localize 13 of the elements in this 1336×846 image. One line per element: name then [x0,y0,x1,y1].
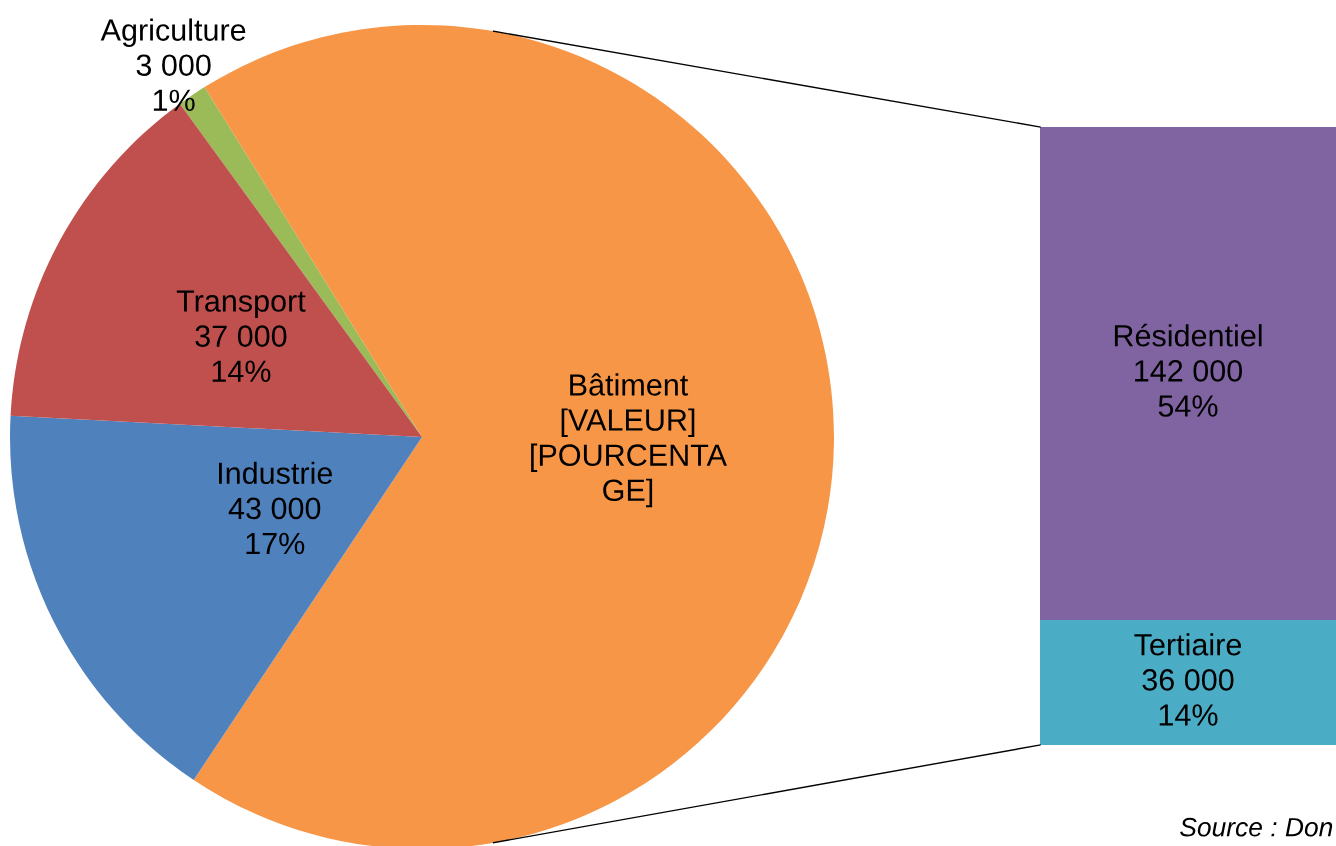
data-label: 37 000 14% [195,325,287,382]
source-note: Source : Don [1180,817,1333,837]
series-label: Tertiaire [1134,633,1241,656]
slice-label: Bâtiment [570,373,689,396]
data-label: [VALEUR] [POURCENTA GE] [531,408,727,508]
pie-slice [10,415,422,780]
series-label: Résidentiel [1114,323,1262,347]
slice-label: Agriculture [100,18,246,47]
slice-label: Industrie [218,461,332,485]
slice-label: Transport [176,290,306,318]
data-label: 43 000 17% [228,497,321,555]
data-label: 36 000 14% [1142,669,1234,726]
data-label: 142 000 54% [1135,360,1243,417]
